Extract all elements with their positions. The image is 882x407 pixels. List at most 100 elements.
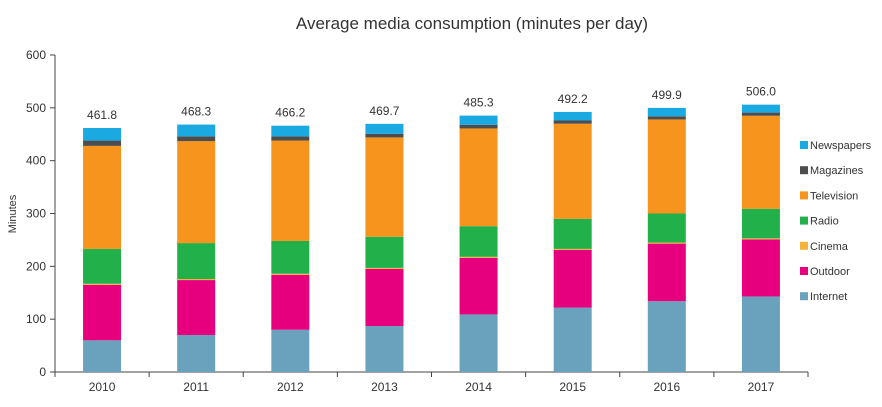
bar-segment-radio bbox=[553, 218, 592, 249]
legend-swatch bbox=[800, 191, 808, 200]
bar-segment-outdoor bbox=[177, 280, 216, 336]
legend: Newspapers Magazines Television Radio Cinema… bbox=[800, 140, 872, 303]
x-tick-label: 2014 bbox=[465, 380, 492, 394]
bar-segment-television bbox=[459, 128, 498, 227]
legend-label: Magazines bbox=[810, 165, 864, 177]
x-tick-label: 2010 bbox=[89, 380, 116, 394]
x-tick-label: 2011 bbox=[183, 380, 209, 394]
y-tick-label: 600 bbox=[26, 48, 46, 62]
x-tick-label: 2012 bbox=[277, 380, 304, 394]
bar-segment-cinema bbox=[459, 256, 498, 258]
bar-segment-television bbox=[83, 145, 122, 249]
bar-stack-2010 bbox=[83, 128, 122, 372]
bar-segment-internet bbox=[177, 335, 216, 372]
bar-segment-internet bbox=[741, 296, 780, 372]
y-tick-label: 300 bbox=[26, 207, 46, 221]
y-axis-label: Minutes bbox=[7, 194, 19, 233]
legend-label: Cinema bbox=[810, 241, 849, 253]
bar-segment-newspapers bbox=[365, 123, 404, 134]
bar-stack-2014 bbox=[459, 115, 498, 372]
bar-segment-internet bbox=[647, 301, 686, 372]
bar-segment-cinema bbox=[741, 238, 780, 240]
bar-segment-magazines bbox=[459, 124, 498, 129]
x-tick-label: 2015 bbox=[559, 380, 586, 394]
bar-segment-television bbox=[647, 119, 686, 214]
bar-stack-2012 bbox=[271, 125, 310, 372]
legend-item-television: Television bbox=[800, 190, 858, 202]
legend-label: Radio bbox=[810, 216, 839, 228]
bar-segment-outdoor bbox=[271, 274, 310, 330]
legend-swatch bbox=[800, 267, 808, 275]
y-tick-label: 400 bbox=[26, 154, 46, 168]
legend-swatch bbox=[800, 166, 808, 175]
bar-segment-magazines bbox=[365, 133, 404, 138]
bar-segment-newspapers bbox=[177, 124, 216, 137]
y-tick-label: 200 bbox=[26, 259, 46, 273]
bar-segment-outdoor bbox=[741, 239, 780, 297]
total-label: 469.7 bbox=[369, 104, 399, 118]
bar-segment-radio bbox=[177, 243, 216, 280]
legend-label: Television bbox=[810, 190, 858, 202]
bar-segment-outdoor bbox=[365, 268, 404, 327]
y-tick-label: 0 bbox=[39, 365, 46, 379]
x-tick-label: 2016 bbox=[653, 380, 680, 394]
total-label: 492.2 bbox=[558, 92, 588, 106]
bar-segment-newspapers bbox=[741, 104, 780, 113]
bar-segment-television bbox=[177, 141, 216, 244]
bar-segment-radio bbox=[83, 248, 122, 284]
bar-segment-television bbox=[553, 123, 592, 219]
bar-segment-cinema bbox=[177, 279, 216, 281]
y-tick-label: 100 bbox=[26, 312, 46, 326]
bar-segment-cinema bbox=[647, 242, 686, 244]
legend-swatch bbox=[800, 241, 808, 250]
bar-segment-radio bbox=[647, 213, 686, 243]
bar-segment-outdoor bbox=[83, 284, 122, 341]
total-label: 461.8 bbox=[87, 108, 117, 122]
bar-segment-internet bbox=[459, 314, 498, 372]
bar-segment-newspapers bbox=[271, 125, 310, 137]
bar-segment-internet bbox=[553, 307, 592, 372]
bar-segment-magazines bbox=[553, 120, 592, 124]
bar-segment-television bbox=[741, 115, 780, 209]
legend-swatch bbox=[800, 216, 808, 225]
legend-item-newspapers: Newspapers bbox=[800, 140, 872, 152]
bar-segment-radio bbox=[741, 208, 780, 239]
bar-segment-magazines bbox=[177, 136, 216, 142]
bar-segment-television bbox=[271, 140, 310, 241]
bar-segment-cinema bbox=[553, 248, 592, 250]
bar-segment-magazines bbox=[647, 116, 686, 120]
bar-segment-cinema bbox=[365, 267, 404, 269]
bar-segment-magazines bbox=[83, 140, 122, 146]
legend-label: Outdoor bbox=[810, 266, 850, 278]
total-label: 485.3 bbox=[464, 96, 494, 110]
bar-stack-2016 bbox=[647, 107, 686, 372]
bar-stack-2013 bbox=[365, 123, 404, 372]
bar-segment-newspapers bbox=[83, 128, 122, 141]
x-tick-label: 2017 bbox=[748, 380, 775, 394]
legend-item-magazines: Magazines bbox=[800, 165, 864, 177]
legend-swatch bbox=[800, 292, 808, 301]
total-label: 499.9 bbox=[652, 88, 682, 102]
bar-segment-outdoor bbox=[459, 257, 498, 315]
bar-stack-2015 bbox=[553, 111, 592, 372]
legend-label: Internet bbox=[810, 291, 847, 303]
bar-segment-newspapers bbox=[459, 115, 498, 125]
legend-item-radio: Radio bbox=[800, 216, 839, 228]
bar-segment-outdoor bbox=[647, 243, 686, 302]
bar-segment-internet bbox=[83, 340, 122, 372]
legend-swatch bbox=[800, 141, 808, 149]
bar-segment-cinema bbox=[271, 273, 310, 275]
bar-segment-newspapers bbox=[553, 111, 592, 121]
plot-area: 0 100 200 300 400 500 600 461.8 2010 468.3 2011 466… bbox=[26, 48, 809, 394]
bar-stack-2017 bbox=[741, 104, 780, 372]
legend-item-internet: Internet bbox=[800, 291, 847, 303]
bar-segment-magazines bbox=[271, 136, 310, 141]
bar-segment-internet bbox=[271, 329, 310, 372]
y-tick-label: 500 bbox=[26, 101, 46, 115]
chart-title: Average media consumption (minutes per d… bbox=[296, 14, 648, 33]
bar-segment-cinema bbox=[83, 283, 122, 285]
bar-segment-magazines bbox=[741, 112, 780, 116]
bar-segment-internet bbox=[365, 326, 404, 372]
